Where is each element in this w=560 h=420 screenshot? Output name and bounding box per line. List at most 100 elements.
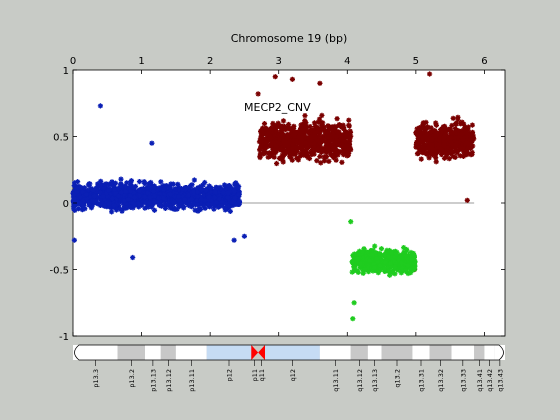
band-label: q13.32 bbox=[437, 369, 445, 392]
data-point bbox=[373, 250, 379, 256]
data-point bbox=[217, 184, 223, 190]
data-point bbox=[347, 133, 353, 139]
data-point bbox=[448, 146, 454, 152]
centromere-band bbox=[258, 345, 265, 360]
data-point bbox=[126, 184, 132, 190]
chart-title: Chromosome 19 (bp) bbox=[231, 32, 348, 45]
data-point bbox=[301, 152, 307, 158]
data-point bbox=[278, 147, 284, 153]
data-point bbox=[459, 119, 465, 125]
data-point bbox=[364, 265, 370, 271]
data-point bbox=[151, 207, 158, 213]
data-point bbox=[351, 268, 357, 274]
data-point bbox=[438, 131, 444, 137]
data-point bbox=[453, 120, 459, 127]
data-point bbox=[146, 181, 152, 187]
data-point bbox=[130, 185, 136, 191]
data-point bbox=[418, 156, 424, 162]
data-point bbox=[281, 142, 287, 148]
data-point bbox=[436, 142, 442, 148]
data-point bbox=[212, 194, 218, 201]
data-point bbox=[340, 122, 346, 128]
axes-layer: 0 1 2 3 4 5 610.50-0.5-1 bbox=[49, 56, 505, 343]
data-point bbox=[212, 189, 218, 195]
data-point bbox=[88, 185, 94, 191]
data-point bbox=[202, 179, 208, 186]
y-tick-label: 0.5 bbox=[53, 133, 69, 144]
data-point bbox=[302, 118, 308, 124]
data-point bbox=[339, 159, 345, 165]
data-point bbox=[368, 267, 374, 273]
data-point bbox=[419, 138, 425, 144]
data-point bbox=[123, 194, 129, 200]
data-point bbox=[367, 258, 373, 264]
data-point bbox=[362, 267, 368, 273]
data-point bbox=[424, 137, 430, 143]
data-point bbox=[420, 143, 426, 149]
data-point bbox=[388, 263, 394, 269]
data-point bbox=[270, 122, 276, 128]
data-point bbox=[211, 206, 217, 212]
data-point bbox=[411, 254, 417, 260]
data-point bbox=[278, 125, 284, 131]
data-point bbox=[428, 147, 434, 153]
data-point bbox=[326, 132, 332, 138]
data-point bbox=[323, 154, 329, 160]
data-point bbox=[72, 180, 78, 186]
data-point bbox=[170, 181, 176, 187]
data-point bbox=[408, 265, 414, 271]
data-point bbox=[280, 132, 286, 138]
data-point bbox=[112, 187, 118, 193]
y-tick-label: -0.5 bbox=[49, 266, 69, 277]
data-point bbox=[460, 136, 466, 142]
data-point bbox=[317, 154, 323, 160]
data-point bbox=[330, 154, 336, 160]
data-point bbox=[111, 200, 117, 206]
data-point bbox=[271, 154, 277, 160]
data-point bbox=[377, 263, 383, 269]
data-point bbox=[356, 248, 363, 254]
data-point bbox=[176, 197, 182, 203]
data-point bbox=[385, 265, 391, 271]
data-point bbox=[94, 188, 100, 194]
y-tick-label: -1 bbox=[59, 332, 69, 343]
data-point bbox=[329, 137, 335, 143]
data-point bbox=[326, 158, 332, 164]
data-point bbox=[358, 252, 364, 258]
data-point bbox=[266, 128, 272, 134]
data-point bbox=[190, 200, 196, 206]
data-point bbox=[433, 122, 439, 128]
data-point bbox=[317, 80, 323, 86]
data-point bbox=[293, 138, 299, 145]
ideogram-band bbox=[145, 345, 161, 360]
data-point bbox=[141, 194, 147, 200]
data-point bbox=[298, 138, 304, 144]
data-point bbox=[322, 129, 328, 135]
data-point bbox=[445, 127, 451, 133]
data-point bbox=[416, 137, 422, 143]
data-point bbox=[124, 180, 130, 186]
data-point bbox=[106, 181, 112, 187]
data-point bbox=[257, 147, 263, 153]
data-point bbox=[452, 126, 458, 132]
data-point bbox=[78, 200, 84, 206]
data-point bbox=[321, 137, 327, 143]
data-point bbox=[404, 248, 410, 254]
data-point bbox=[402, 252, 409, 258]
data-point bbox=[205, 192, 211, 198]
data-point bbox=[441, 155, 448, 161]
data-point bbox=[298, 151, 304, 157]
data-point bbox=[155, 195, 161, 201]
data-point bbox=[98, 178, 104, 184]
data-point bbox=[74, 189, 80, 195]
data-point bbox=[378, 246, 385, 252]
data-point bbox=[470, 134, 476, 140]
data-point bbox=[351, 251, 357, 257]
data-point bbox=[275, 132, 281, 138]
data-point bbox=[168, 191, 174, 197]
data-point bbox=[397, 252, 403, 258]
data-point bbox=[127, 193, 133, 199]
band-label: p13.13 bbox=[149, 369, 157, 392]
data-point bbox=[189, 182, 195, 188]
data-point bbox=[318, 160, 324, 166]
